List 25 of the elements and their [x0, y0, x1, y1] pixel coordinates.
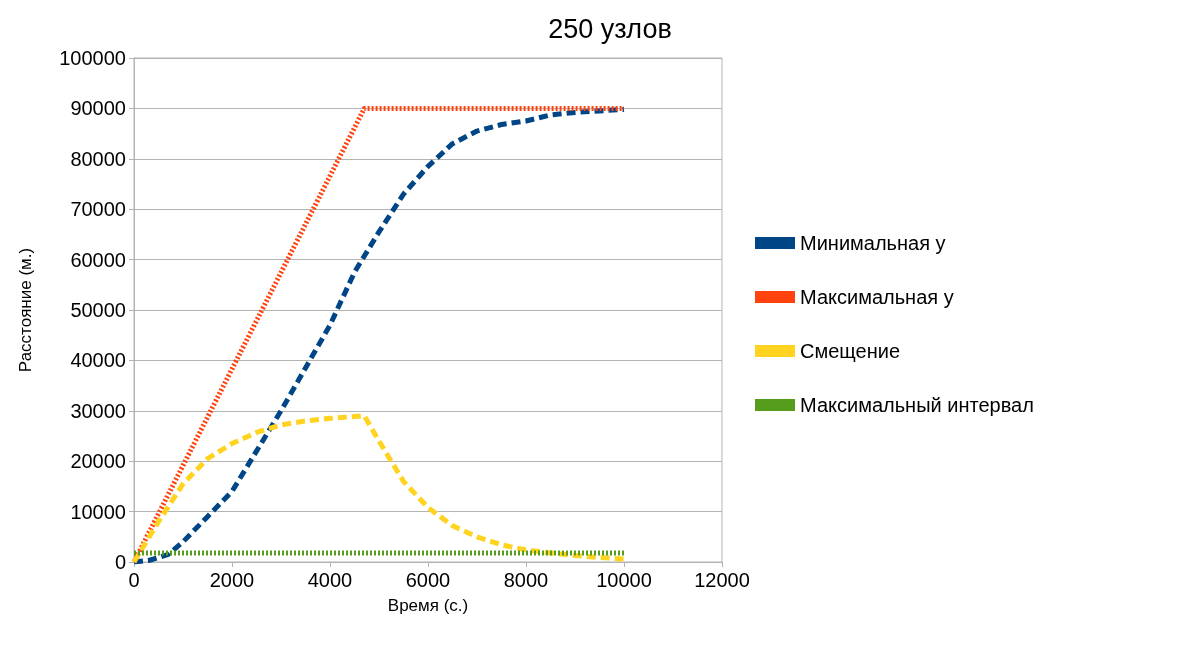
x-tick-label: 4000	[307, 569, 353, 591]
y-axis-title: Расстояние (м.)	[16, 247, 35, 373]
legend-label: Минимальная y	[800, 232, 946, 254]
y-tick-label: 0	[114, 551, 126, 573]
y-tick-label: 100000	[59, 47, 126, 69]
y-tick-label: 50000	[70, 299, 126, 321]
y-tick-label: 30000	[70, 399, 126, 422]
y-tick-label: 60000	[70, 248, 126, 271]
chart-title: 250 узлов	[548, 13, 672, 44]
x-tick-label: 8000	[503, 569, 549, 591]
y-tick-label: 20000	[70, 450, 126, 473]
y-tick-label: 40000	[70, 349, 126, 372]
x-tick-label: 0	[128, 569, 140, 591]
x-tick-label: 6000	[405, 569, 451, 591]
y-tick-label: 80000	[70, 147, 126, 170]
x-tick-label: 10000	[596, 569, 652, 591]
x-tick-label: 12000	[694, 569, 750, 591]
y-tick-label: 90000	[70, 97, 126, 120]
legend-label: Максимальная y	[800, 286, 954, 308]
legend-label: Максимальный интервал	[800, 394, 1034, 416]
x-tick-label: 2000	[209, 569, 255, 591]
legend-label: Смещение	[800, 340, 901, 362]
y-tick-label: 70000	[70, 198, 126, 221]
y-tick-label: 10000	[70, 500, 126, 523]
x-axis-title: Время (с.)	[387, 596, 469, 615]
